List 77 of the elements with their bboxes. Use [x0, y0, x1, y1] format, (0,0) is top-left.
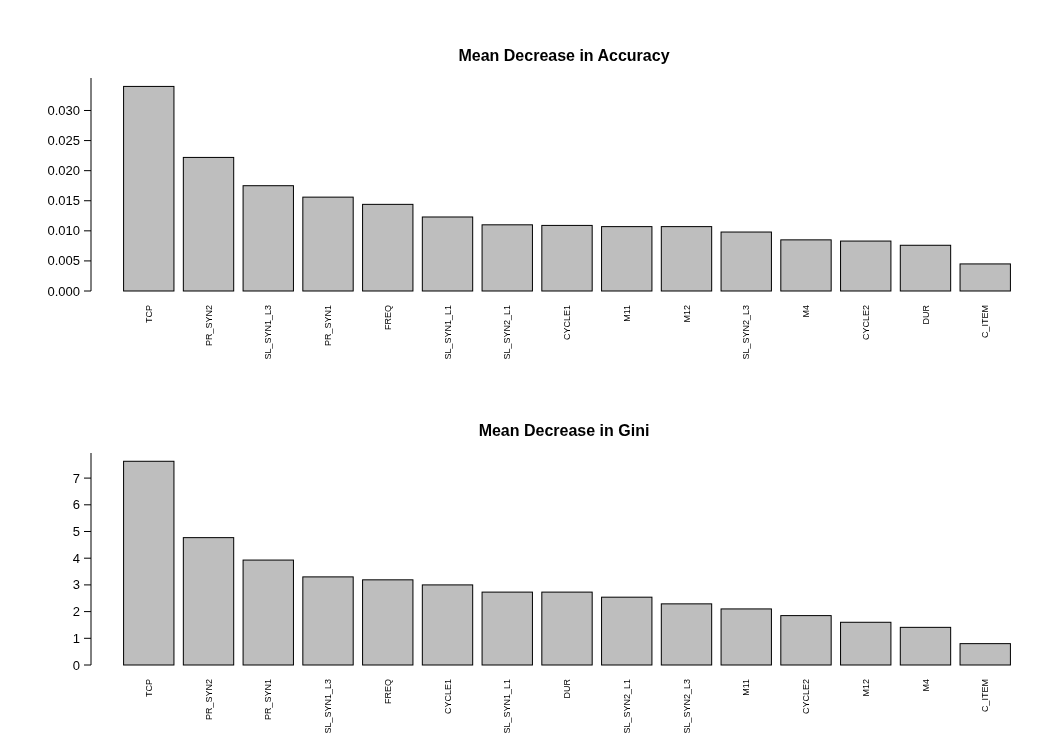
x-tick-label: C_ITEM: [980, 679, 991, 713]
x-tick-label: PR_SYN1: [323, 305, 334, 347]
x-tick-label: M12: [681, 305, 692, 323]
bar: [541, 224, 593, 292]
x-tick-label: PR_SYN1: [263, 679, 274, 721]
bar: [421, 584, 474, 666]
y-tick-label: 3: [72, 577, 80, 593]
x-tick-label: SL_SYN1_L1: [502, 679, 513, 734]
bar: [959, 643, 1011, 666]
x-tick-label: TCP: [143, 679, 154, 697]
x-tick-label: SL_SYN2_L1: [502, 305, 513, 360]
y-tick-label: 0.020: [47, 163, 80, 179]
x-tick-label: SL_SYN1_L3: [323, 679, 334, 734]
x-tick-label: CYCLE1: [442, 679, 453, 715]
x-tick-label: M11: [741, 679, 752, 696]
x-tick-label: M12: [860, 679, 871, 697]
bar: [720, 608, 772, 666]
bar: [601, 226, 653, 292]
bar: [840, 621, 892, 666]
bar: [242, 185, 294, 292]
chart-title: Mean Decrease in Gini: [478, 422, 650, 439]
bar: [481, 224, 533, 292]
bar: [660, 603, 713, 666]
x-tick-label: FREQ: [382, 305, 393, 331]
bar: [899, 626, 952, 666]
y-tick-label: 0.030: [47, 103, 80, 119]
bar: [899, 244, 952, 292]
x-tick-label: SL_SYN1_L1: [442, 305, 453, 360]
y-tick-label: 0.015: [47, 193, 80, 209]
y-tick-label: 0.005: [47, 253, 80, 269]
y-tick-label: 5: [72, 524, 80, 540]
chart-title: Mean Decrease in Accuracy: [458, 47, 670, 64]
bar: [959, 263, 1011, 292]
bar: [182, 156, 235, 292]
y-tick-label: 0.025: [47, 133, 80, 149]
y-tick-label: 1: [72, 630, 80, 646]
x-tick-label: DUR: [920, 304, 931, 325]
y-tick-label: 0.010: [47, 223, 80, 239]
x-tick-label: C_ITEM: [980, 305, 991, 339]
y-tick-label: 6: [72, 497, 80, 513]
x-tick-label: PR_SYN2: [203, 679, 214, 721]
bar: [182, 537, 235, 666]
x-tick-label: TCP: [143, 305, 154, 323]
bar: [302, 576, 354, 666]
x-tick-label: SL_SYN2_L3: [681, 679, 692, 734]
bar: [601, 596, 653, 666]
y-tick-label: 0.000: [47, 283, 80, 299]
bar: [660, 226, 713, 292]
bar: [242, 559, 294, 666]
x-tick-label: CYCLE2: [860, 305, 871, 341]
x-tick-label: FREQ: [382, 679, 393, 705]
bar: [541, 591, 593, 666]
y-tick-label: 0: [72, 657, 80, 673]
x-tick-label: SL_SYN1_L3: [263, 305, 274, 360]
bar: [302, 196, 354, 292]
x-tick-label: PR_SYN2: [203, 305, 214, 347]
bar: [481, 591, 533, 666]
bar: [780, 239, 832, 292]
x-tick-label: M11: [621, 305, 632, 322]
bar: [720, 231, 772, 292]
y-tick-label: 2: [72, 604, 80, 620]
x-tick-label: DUR: [562, 678, 573, 699]
bar: [421, 216, 474, 292]
x-tick-label: SL_SYN2_L3: [741, 305, 752, 360]
y-tick-label: 4: [72, 550, 80, 566]
x-tick-label: CYCLE2: [801, 679, 812, 715]
x-tick-label: SL_SYN2_L1: [621, 679, 632, 734]
bar: [840, 240, 892, 292]
x-tick-label: CYCLE1: [562, 305, 573, 341]
y-tick-label: 7: [72, 470, 80, 486]
bar: [123, 460, 175, 666]
bar: [780, 615, 832, 666]
x-tick-label: M4: [801, 305, 812, 318]
bar: [362, 203, 414, 292]
bar: [123, 85, 175, 292]
bar: [362, 579, 414, 666]
x-tick-label: M4: [920, 679, 931, 692]
